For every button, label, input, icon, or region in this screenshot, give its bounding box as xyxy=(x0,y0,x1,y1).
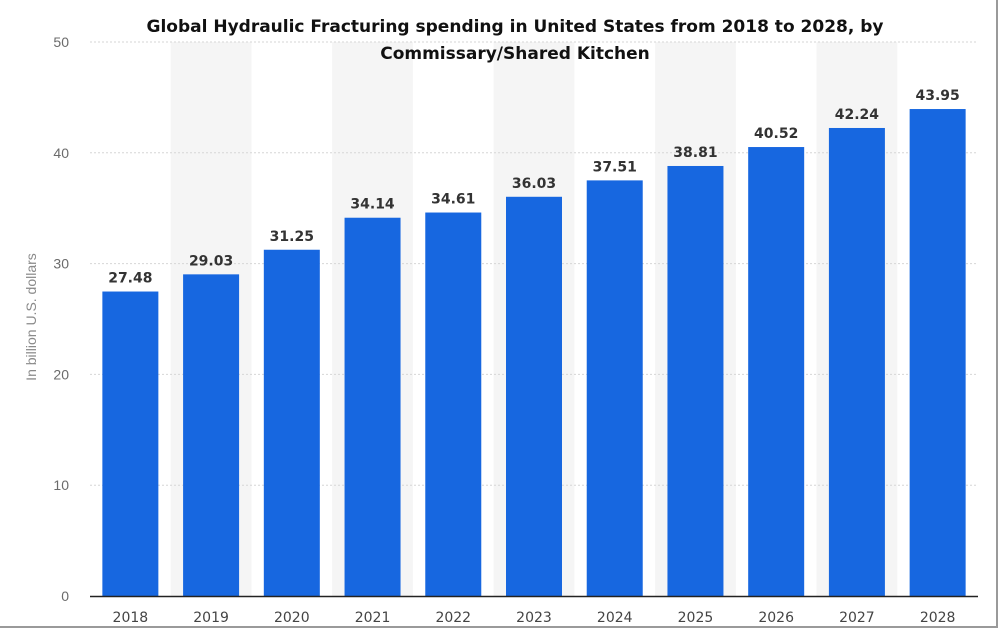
x-tick-label-2022: 2022 xyxy=(435,610,471,626)
data-label-2023: 36.03 xyxy=(512,176,556,192)
x-tick-label-2027: 2027 xyxy=(839,610,875,626)
data-label-2022: 34.61 xyxy=(431,192,475,208)
data-label-2026: 40.52 xyxy=(754,126,798,142)
bar-2026 xyxy=(748,147,805,597)
y-axis: 0 10 20 30 40 50 xyxy=(53,34,69,604)
y-tick-label: 40 xyxy=(53,145,69,161)
x-tick-label-2023: 2023 xyxy=(516,610,552,626)
bar-2018 xyxy=(102,291,159,596)
bar-2019 xyxy=(183,274,240,596)
y-tick-label: 0 xyxy=(61,588,69,604)
bar-2025 xyxy=(667,165,724,596)
data-labels: 27.48 29.03 31.25 34.14 34.61 36.03 37.51 38.81… xyxy=(108,88,960,286)
x-axis: 2018 2019 2020 2021 2022 2023 2024 2025 2026 2027… xyxy=(90,595,978,626)
x-tick-label-2019: 2019 xyxy=(193,610,229,626)
data-label-2020: 31.25 xyxy=(270,229,314,245)
data-label-2021: 34.14 xyxy=(350,197,395,213)
bar-2027 xyxy=(828,127,885,596)
x-tick-label-2021: 2021 xyxy=(355,610,391,626)
chart-title: Global Hydraulic Fracturing spending in … xyxy=(146,17,884,64)
bar-2023 xyxy=(506,196,562,596)
data-label-2028: 43.95 xyxy=(915,88,959,104)
y-axis-title: In billion U.S. dollars xyxy=(23,253,39,381)
bars xyxy=(102,109,966,597)
data-label-2019: 29.03 xyxy=(189,253,233,269)
y-tick-label: 30 xyxy=(53,256,69,272)
bar-2021 xyxy=(344,217,401,596)
x-tick-label-2024: 2024 xyxy=(597,610,633,626)
bar-2024 xyxy=(586,180,643,596)
y-tick-label: 10 xyxy=(53,477,69,493)
x-tick-label-2028: 2028 xyxy=(920,610,956,626)
data-label-2018: 27.48 xyxy=(108,271,152,287)
x-tick-label-2018: 2018 xyxy=(113,610,149,626)
x-tick-label-2020: 2020 xyxy=(274,610,310,626)
data-label-2025: 38.81 xyxy=(673,145,717,161)
bar-2020 xyxy=(263,249,320,596)
y-tick-label: 20 xyxy=(53,366,69,382)
bar-2028 xyxy=(909,109,966,596)
x-tick-label-2026: 2026 xyxy=(758,610,794,626)
data-label-2024: 37.51 xyxy=(593,159,637,175)
data-label-2027: 42.24 xyxy=(835,107,880,123)
bar-2022 xyxy=(425,212,482,597)
y-tick-label: 50 xyxy=(53,34,69,50)
x-tick-label-2025: 2025 xyxy=(678,610,714,626)
